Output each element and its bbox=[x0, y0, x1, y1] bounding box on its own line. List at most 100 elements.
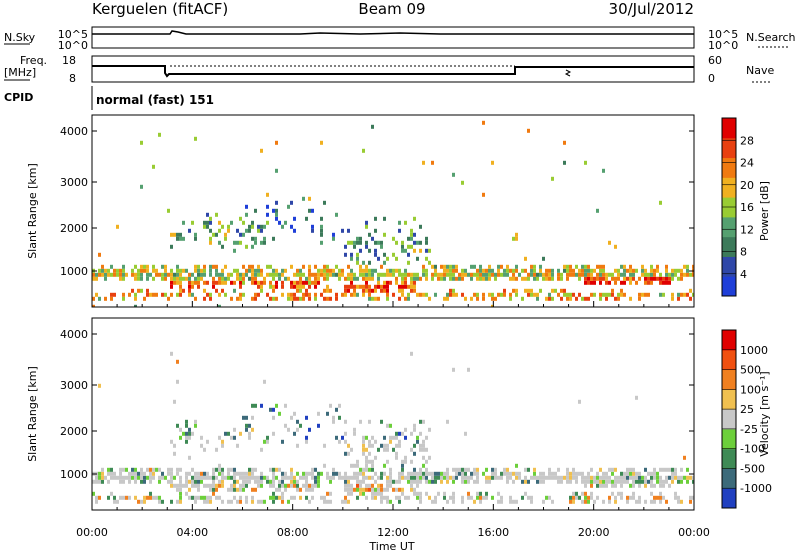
heatmap-cell bbox=[188, 284, 191, 289]
heatmap-cell bbox=[230, 499, 233, 504]
heatmap-cell bbox=[152, 475, 155, 480]
heatmap-cell bbox=[584, 280, 587, 285]
heatmap-cell bbox=[221, 288, 224, 293]
heatmap-cell bbox=[557, 292, 560, 297]
heatmap-cell bbox=[665, 268, 668, 273]
heatmap-cell bbox=[266, 204, 269, 209]
heatmap-cell bbox=[221, 439, 224, 444]
heatmap-cell bbox=[572, 292, 575, 297]
ytick-label: 3000 bbox=[60, 176, 88, 189]
heatmap-cell bbox=[623, 264, 626, 269]
heatmap-cell bbox=[539, 264, 542, 269]
heatmap-cell bbox=[623, 276, 626, 281]
heatmap-cell bbox=[374, 479, 377, 484]
heatmap-cell bbox=[665, 475, 668, 480]
heatmap-cell bbox=[206, 499, 209, 504]
heatmap-cell bbox=[257, 499, 260, 504]
heatmap-cell bbox=[320, 140, 323, 145]
heatmap-cell bbox=[239, 216, 242, 221]
heatmap-cell bbox=[473, 264, 476, 269]
heatmap-cell bbox=[353, 244, 356, 249]
heatmap-cell bbox=[212, 491, 215, 496]
heatmap-cell bbox=[209, 483, 212, 488]
heatmap-cell bbox=[188, 455, 191, 460]
heatmap-cell bbox=[566, 276, 569, 281]
heatmap-cell bbox=[638, 499, 641, 504]
heatmap-cell bbox=[227, 272, 230, 277]
heatmap-cell bbox=[566, 264, 569, 269]
heatmap-cell bbox=[629, 268, 632, 273]
heatmap-cell bbox=[650, 264, 653, 269]
heatmap-cell bbox=[179, 292, 182, 297]
heatmap-cell bbox=[290, 200, 293, 205]
heatmap-cell bbox=[551, 276, 554, 281]
heatmap-cell bbox=[368, 419, 371, 424]
heatmap-cell bbox=[533, 471, 536, 476]
heatmap-cell bbox=[515, 463, 518, 468]
heatmap-cell bbox=[215, 288, 218, 293]
heatmap-cell bbox=[413, 216, 416, 221]
heatmap-cell bbox=[239, 296, 242, 301]
colorbar-swatch bbox=[722, 137, 736, 159]
heatmap-cell bbox=[218, 276, 221, 281]
heatmap-cell bbox=[581, 264, 584, 269]
heatmap-cell bbox=[329, 475, 332, 480]
heatmap-cell bbox=[170, 276, 173, 281]
heatmap-cell bbox=[194, 268, 197, 273]
heatmap-cell bbox=[167, 471, 170, 476]
heatmap-cell bbox=[617, 276, 620, 281]
heatmap-cell bbox=[140, 268, 143, 273]
heatmap-cell bbox=[134, 475, 137, 480]
heatmap-cell bbox=[140, 475, 143, 480]
heatmap-cell bbox=[647, 292, 650, 297]
heatmap-cell bbox=[461, 272, 464, 277]
heatmap-cell bbox=[260, 228, 263, 233]
heatmap-cell bbox=[173, 399, 176, 404]
heatmap-cell bbox=[209, 292, 212, 297]
heatmap-cell bbox=[566, 268, 569, 273]
xtick-label: 00:00 bbox=[76, 526, 108, 539]
heatmap-cell bbox=[281, 475, 284, 480]
heatmap-cell bbox=[104, 272, 107, 277]
heatmap-cell bbox=[584, 264, 587, 269]
heatmap-cell bbox=[653, 268, 656, 273]
heatmap-cell bbox=[230, 475, 233, 480]
heatmap-cell bbox=[401, 240, 404, 245]
heatmap-cell bbox=[353, 292, 356, 297]
heatmap-cell bbox=[323, 272, 326, 277]
heatmap-cell bbox=[677, 495, 680, 500]
heatmap-cell bbox=[182, 288, 185, 293]
heatmap-cell bbox=[617, 292, 620, 297]
heatmap-cell bbox=[218, 228, 221, 233]
heatmap-cell bbox=[167, 208, 170, 213]
ytick-label: 3000 bbox=[60, 379, 88, 392]
heatmap-cell bbox=[218, 292, 221, 297]
heatmap-cell bbox=[602, 272, 605, 277]
ytick-label: 1000 bbox=[60, 265, 88, 278]
heatmap-cell bbox=[371, 435, 374, 440]
power-ylabel: Slant Range [km] bbox=[26, 163, 39, 259]
heatmap-cell bbox=[533, 467, 536, 472]
heatmap-cell bbox=[167, 467, 170, 472]
heatmap-cell bbox=[305, 292, 308, 297]
heatmap-cell bbox=[497, 491, 500, 496]
heatmap-cell bbox=[107, 272, 110, 277]
heatmap-cell bbox=[605, 479, 608, 484]
heatmap-cell bbox=[368, 467, 371, 472]
heatmap-cell bbox=[452, 288, 455, 293]
heatmap-cell bbox=[521, 296, 524, 301]
heatmap-cell bbox=[104, 276, 107, 281]
heatmap-cell bbox=[287, 204, 290, 209]
heatmap-cell bbox=[599, 268, 602, 273]
heatmap-cell bbox=[395, 487, 398, 492]
heatmap-cell bbox=[260, 224, 263, 229]
heatmap-cell bbox=[383, 216, 386, 221]
heatmap-cell bbox=[320, 216, 323, 221]
heatmap-cell bbox=[365, 220, 368, 225]
heatmap-cell bbox=[311, 228, 314, 233]
heatmap-cell bbox=[353, 431, 356, 436]
heatmap-cell bbox=[488, 264, 491, 269]
heatmap-cell bbox=[575, 491, 578, 496]
heatmap-cell bbox=[380, 491, 383, 496]
heatmap-cell bbox=[551, 499, 554, 504]
